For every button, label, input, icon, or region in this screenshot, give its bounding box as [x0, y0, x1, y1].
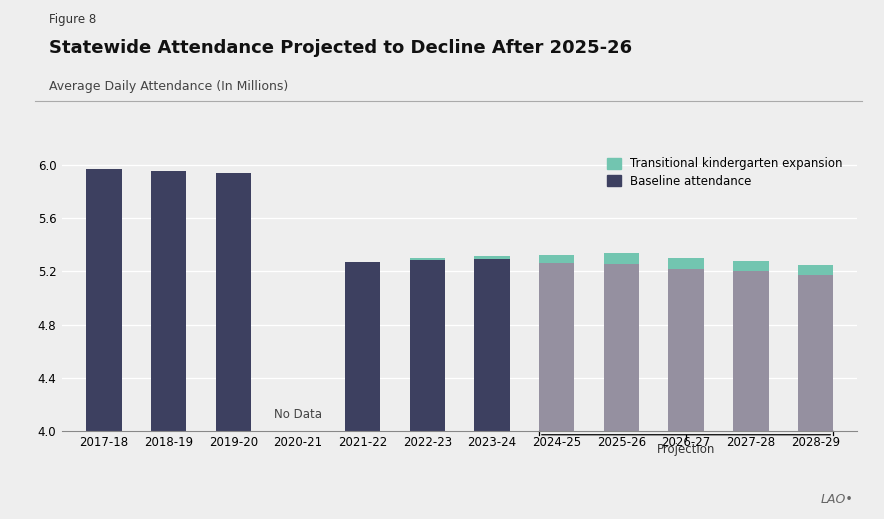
Bar	[604, 253, 639, 264]
Legend: Transitional kindergarten expansion, Baseline attendance: Transitional kindergarten expansion, Bas…	[602, 153, 848, 192]
Bar	[474, 259, 510, 519]
Bar	[539, 255, 575, 263]
Text: LAO•: LAO•	[820, 493, 853, 506]
Bar	[151, 171, 187, 519]
Text: Figure 8: Figure 8	[49, 13, 95, 26]
Bar	[797, 275, 834, 519]
Bar	[733, 261, 768, 271]
Bar	[733, 271, 768, 519]
Text: Average Daily Attendance (In Millions): Average Daily Attendance (In Millions)	[49, 80, 288, 93]
Bar	[474, 255, 510, 259]
Bar	[668, 269, 704, 519]
Bar	[668, 257, 704, 269]
Text: No Data: No Data	[274, 408, 322, 421]
Bar	[409, 258, 446, 261]
Bar	[216, 172, 251, 519]
Bar	[86, 169, 122, 519]
Bar	[345, 262, 380, 519]
Bar	[539, 263, 575, 519]
Text: Statewide Attendance Projected to Decline After 2025-26: Statewide Attendance Projected to Declin…	[49, 39, 632, 57]
Bar	[604, 264, 639, 519]
Bar	[797, 265, 834, 275]
Text: Projection: Projection	[657, 443, 715, 456]
Bar	[409, 261, 446, 519]
